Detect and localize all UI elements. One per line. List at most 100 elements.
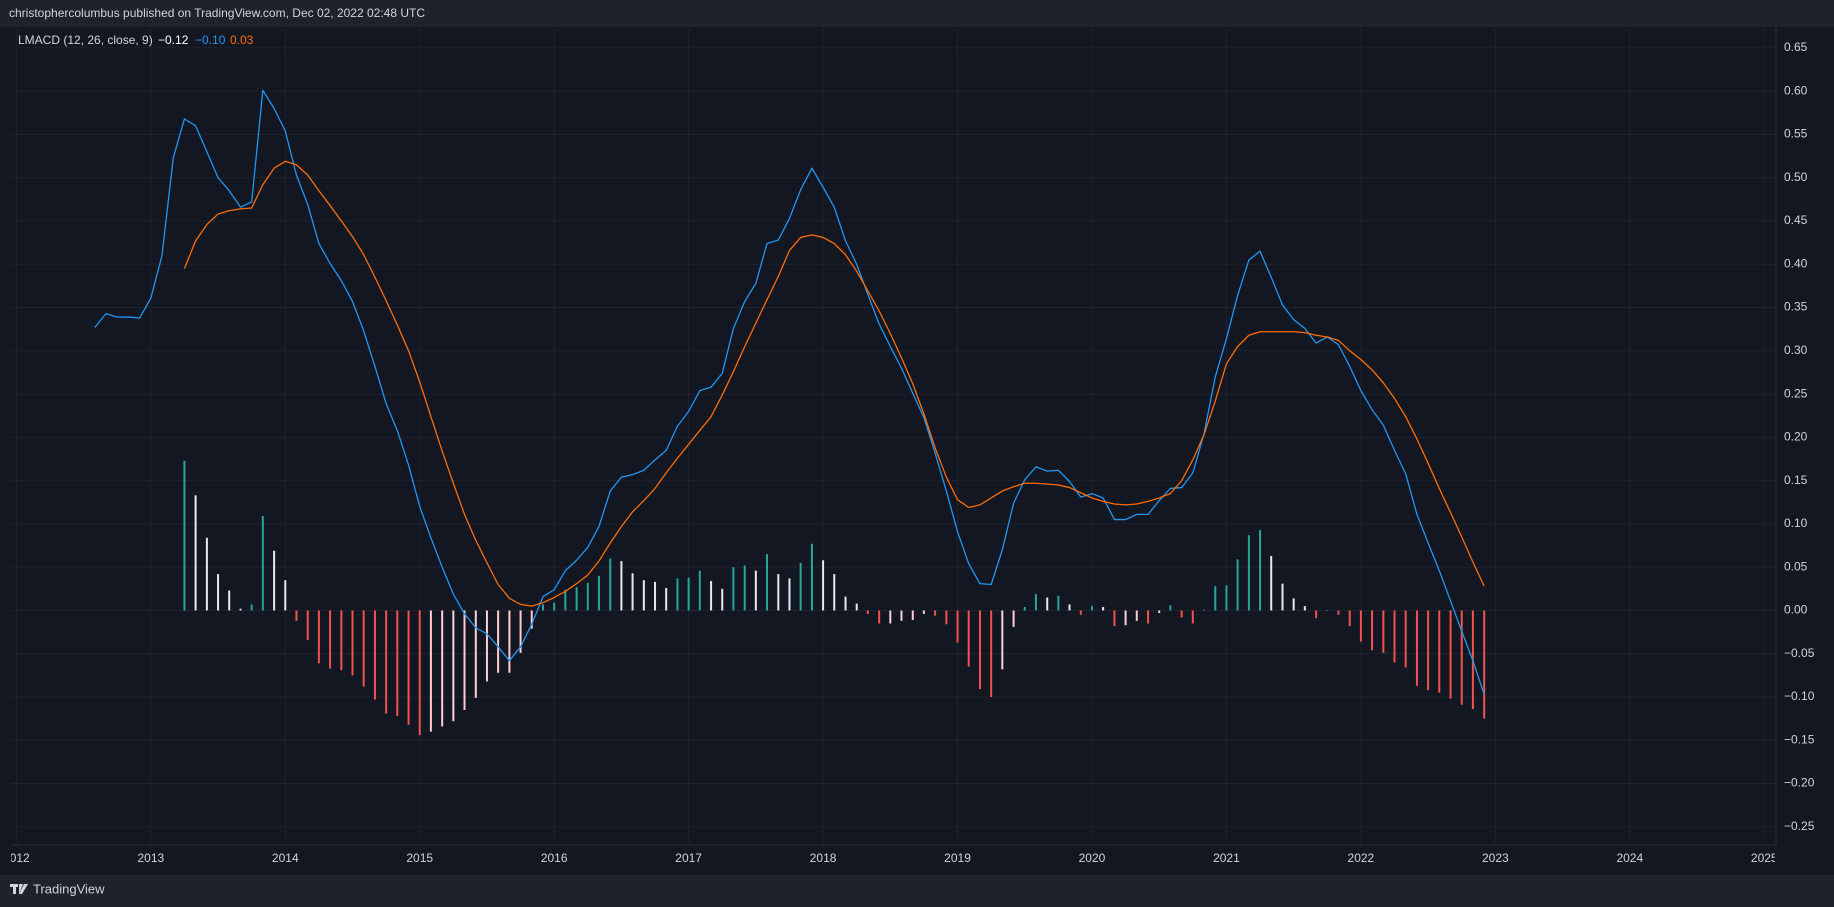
histogram-bar xyxy=(508,610,511,673)
legend-histogram-value: −0.12 xyxy=(158,33,189,47)
legend-title: LMACD (12, 26, close, 9) xyxy=(18,33,153,47)
histogram-bar xyxy=(351,610,354,676)
histogram-bar xyxy=(1068,604,1071,611)
histogram-bar xyxy=(1079,610,1082,615)
histogram-bar xyxy=(273,550,276,611)
histogram-bar xyxy=(1057,595,1060,611)
histogram-bar xyxy=(586,582,589,611)
x-tick-label: 2019 xyxy=(944,851,971,865)
histogram-bar xyxy=(911,610,914,620)
histogram-bar xyxy=(945,610,948,625)
histogram-bar xyxy=(620,561,623,611)
x-tick-label: 2025 xyxy=(1751,851,1778,865)
histogram-bar xyxy=(665,587,668,611)
histogram-bar xyxy=(934,610,937,616)
histogram-bar xyxy=(956,610,959,643)
y-tick-label: 0.50 xyxy=(1784,170,1808,184)
histogram-bar xyxy=(1460,610,1463,705)
histogram-bar xyxy=(822,560,825,611)
histogram-bar xyxy=(642,580,645,611)
histogram-bar xyxy=(396,610,399,717)
histogram-bar xyxy=(1438,610,1441,693)
histogram-bar xyxy=(1124,610,1127,626)
histogram-bar xyxy=(676,578,679,611)
histogram-bar xyxy=(228,590,231,611)
histogram-bar xyxy=(1281,583,1284,611)
histogram-bar xyxy=(1236,559,1239,611)
y-tick-label: 0.65 xyxy=(1784,40,1808,54)
histogram-bar xyxy=(1225,585,1228,611)
y-tick-label: 0.00 xyxy=(1784,603,1808,617)
histogram-bar xyxy=(1102,606,1105,611)
histogram-bar xyxy=(978,610,981,690)
histogram-bar xyxy=(698,570,701,611)
x-tick-label: 2013 xyxy=(137,851,164,865)
y-tick-label: 0.10 xyxy=(1784,516,1808,530)
histogram-bar xyxy=(1191,610,1194,624)
histogram-bar xyxy=(1292,598,1295,611)
histogram-bar xyxy=(743,565,746,611)
histogram-bar xyxy=(1449,610,1452,699)
histogram-bar xyxy=(1483,610,1486,719)
histogram-bar xyxy=(441,610,444,727)
histogram-bar xyxy=(1348,610,1351,627)
histogram-bar xyxy=(1415,610,1418,686)
histogram-bar xyxy=(1202,609,1205,611)
histogram-bar xyxy=(1001,610,1004,670)
histogram-bar xyxy=(329,610,332,669)
y-tick-label: 0.20 xyxy=(1784,430,1808,444)
y-tick-label: 0.55 xyxy=(1784,127,1808,141)
histogram-bar xyxy=(261,516,264,611)
histogram-bar xyxy=(553,602,556,611)
histogram-bar xyxy=(732,567,735,611)
histogram-bar xyxy=(385,610,388,714)
histogram-bar xyxy=(1337,610,1340,615)
indicator-line xyxy=(94,89,1485,695)
histogram-bar xyxy=(429,610,432,732)
histogram-bar xyxy=(250,604,253,611)
x-tick-label: 2018 xyxy=(810,851,837,865)
histogram-bar xyxy=(967,610,970,667)
histogram-bar xyxy=(990,610,993,698)
histogram-bar xyxy=(889,610,892,624)
histogram-bar xyxy=(295,610,298,621)
histogram-bar xyxy=(463,610,466,710)
x-tick-label: 2022 xyxy=(1348,851,1375,865)
histogram-bar xyxy=(407,610,410,725)
histogram-bar xyxy=(1427,610,1430,691)
grid xyxy=(11,28,1775,845)
histogram-bar xyxy=(564,589,567,611)
y-tick-label: 0.60 xyxy=(1784,83,1808,97)
histogram-bar xyxy=(754,570,757,611)
histogram-bar xyxy=(721,588,724,611)
histogram-bar xyxy=(654,581,657,611)
histogram-bar xyxy=(810,543,813,611)
histogram-bar xyxy=(687,577,690,611)
y-tick-label: −0.15 xyxy=(1784,732,1815,746)
histogram-bar xyxy=(1046,597,1049,611)
x-tick-label: 2014 xyxy=(272,851,299,865)
histogram-bar xyxy=(1259,529,1262,611)
histogram-bar xyxy=(609,558,612,611)
histogram-bar xyxy=(217,574,220,611)
indicator-line xyxy=(183,160,1485,607)
y-tick-label: 0.40 xyxy=(1784,256,1808,270)
histogram-bar xyxy=(1023,606,1026,611)
histogram-bar xyxy=(1113,610,1116,627)
histogram-bar xyxy=(1090,606,1093,611)
histogram-bar xyxy=(1270,555,1273,611)
histogram-bar xyxy=(575,587,578,611)
y-tick-label: −0.25 xyxy=(1784,819,1815,833)
histogram-bar xyxy=(362,610,365,687)
histogram-bar xyxy=(497,610,500,673)
x-tick-label: 2021 xyxy=(1213,851,1240,865)
x-axis-labels: 2012 2013 2014 2015 2016 2017 2018 2019 2020 2021… xyxy=(11,851,1778,865)
histogram-bar xyxy=(1359,610,1362,642)
histogram-bar xyxy=(1326,610,1329,611)
x-tick-label: 2023 xyxy=(1482,851,1509,865)
histogram-bar xyxy=(1393,610,1396,663)
histogram-bar xyxy=(866,610,869,614)
histogram-bar xyxy=(519,610,522,653)
legend: LMACD (12, 26, close, 9) −0.12 −0.10 0.0… xyxy=(18,33,254,47)
